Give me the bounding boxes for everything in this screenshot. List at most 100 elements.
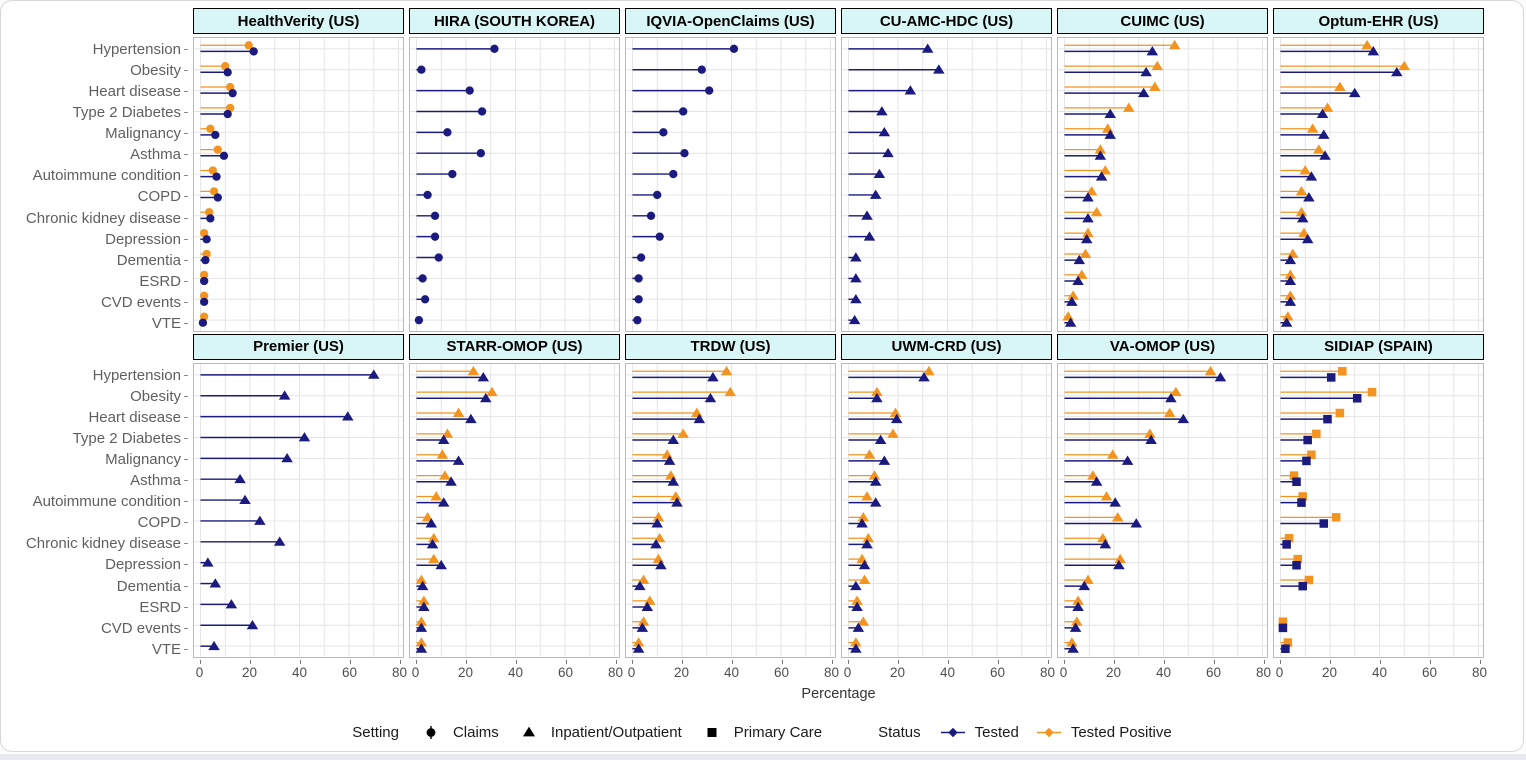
square-marker [1278,617,1288,626]
circle-marker [417,65,426,74]
x-tick-label: 80 [1471,664,1488,680]
triangle-marker [887,428,899,438]
triangle-marker [852,622,865,632]
triangle-marker [1106,449,1119,459]
triangle-marker [1072,595,1084,605]
x-axis-tickmark [415,659,417,664]
panel-iqvia-openclaims-us: IQVIA-OpenClaims (US) [625,8,836,334]
x-axis-tickmark [897,659,899,664]
legend: Setting Claims Inpatient/Outpatient Primary… [1,724,1523,741]
triangle-marker [430,491,442,501]
triangle-marker [677,428,689,438]
faceted-lollipop-chart: Hypertension Obesity Heart disease Type 2 D… [11,8,1523,684]
x-axis-tickmark [249,659,251,664]
category-label-row: Malignancy [11,449,188,470]
circle-marker [244,41,253,50]
triangle-marker [435,559,447,570]
triangle-marker [857,511,870,522]
triangle-marker [1177,413,1190,423]
category-label-row: CVD events [11,618,188,639]
triangle-marker [850,637,862,647]
triangle-marker [889,407,902,417]
x-axis-tickmark [299,659,301,664]
triangle-marker [637,616,650,626]
category-label-copd: COPD [137,188,181,206]
square-marker [1367,387,1377,397]
triangle-marker [239,494,251,504]
circle-marker [430,232,440,241]
panel-title: UWM-CRD (US) [841,333,1052,360]
triangle-marker [720,365,733,376]
category-label-esrd: ESRD [139,598,181,616]
x-axis-title: Percentage [801,685,876,702]
triangle-marker [1130,518,1142,528]
triangle-marker [415,622,428,632]
triangle-marker [273,536,286,546]
circle-marker [679,107,688,116]
triangle-marker [652,553,665,563]
circle-marker [634,274,643,283]
circle-marker [653,190,662,200]
y-axis-tick [184,322,188,324]
triangle-marker [1082,574,1094,584]
panel-starr-omop-us: STARR-OMOP (US) [409,333,620,660]
triangle-marker [1137,87,1150,98]
triangle-marker [858,574,871,584]
x-tick-label: 20 [241,664,258,680]
circle-marker [213,193,222,202]
x-tick-label: 60 [1205,664,1222,680]
x-tick-label: 40 [291,664,308,680]
triangle-marker [904,85,917,95]
circle-marker [199,270,209,280]
circle-marker [208,166,217,175]
triangle-marker [1082,192,1094,202]
panel-hira-south-korea: HIRA (SOUTH KOREA) [409,8,620,334]
triangle-marker [655,559,667,570]
panel-optum-ehr-us: Optum-EHR (US) [1273,8,1484,334]
triangle-marker [1076,269,1088,279]
category-label-autoimmune-condition: Autoimmune condition [32,167,181,185]
x-tick-label: 40 [507,664,524,680]
y-axis-tick [184,648,188,650]
triangle-marker [1104,108,1116,118]
category-label-vte: VTE [151,314,181,332]
legend-item-label: Tested Positive [1070,723,1172,741]
category-label-cvd-events: CVD events [100,619,181,637]
y-axis-labels: Hypertension Obesity Heart disease Type 2 D… [11,8,188,334]
triangle-marker [653,532,666,543]
triangle-marker [1284,269,1297,279]
triangle-marker [415,637,428,647]
panel-title: Premier (US) [193,333,404,360]
status-legend-icon [940,727,965,737]
category-label-row: Heart disease [11,407,188,428]
triangle-marker [878,455,891,465]
y-axis-tick [184,374,188,376]
triangle-marker [1073,254,1086,265]
triangle-marker [1284,296,1297,306]
square-marker [1284,533,1294,543]
circle-marker [228,88,237,98]
circle-marker [448,169,457,179]
circle-marker [223,109,232,119]
category-label-malignancy: Malignancy [105,451,181,469]
y-axis-tick [184,480,188,482]
triangle-marker [428,532,440,543]
panel-plot [1057,37,1268,332]
triangle-marker [1094,144,1107,154]
triangle-marker [636,622,649,632]
category-label-row: Dementia [11,250,188,271]
y-axis-tick [184,238,188,240]
legend-item-tested: Tested [940,724,1019,741]
triangle-marker [850,293,862,304]
triangle-marker [665,470,677,480]
triangle-marker [281,452,293,463]
triangle-marker [465,413,477,423]
circle-marker [202,235,211,244]
category-label-chronic-kidney-disease: Chronic kidney disease [25,209,181,227]
triangle-marker [1367,46,1380,56]
y-axis-tick [184,438,188,440]
square-marker [1281,644,1290,653]
x-tick-label: 80 [823,664,840,680]
category-label-row: Hypertension [11,39,188,60]
square-marker [1335,408,1345,418]
